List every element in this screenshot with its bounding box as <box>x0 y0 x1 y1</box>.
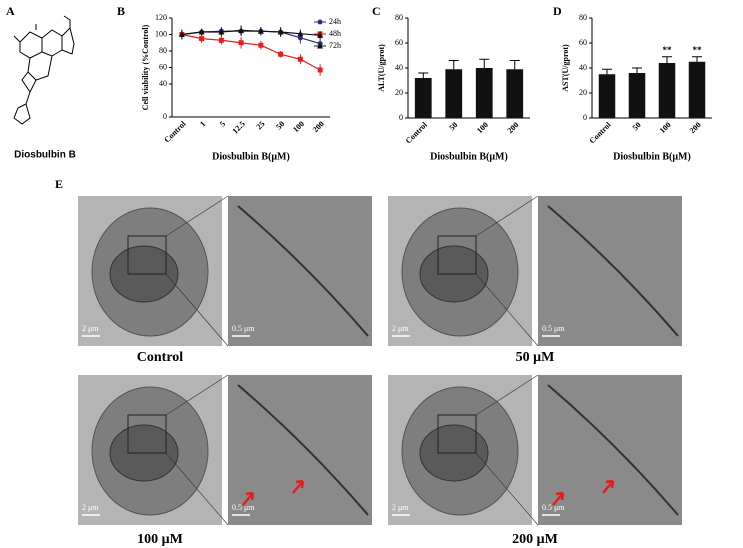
series-line <box>181 29 321 36</box>
marker <box>297 56 303 62</box>
marker <box>198 29 205 35</box>
bar <box>658 63 676 118</box>
bar <box>475 68 493 118</box>
compound-name: Diosbulbin B <box>14 150 76 161</box>
x-tick-label: 5 <box>218 119 227 128</box>
x-axis-label: Diosbulbin B(μM) <box>212 151 290 162</box>
zoom-line <box>165 374 229 416</box>
scale-label: 2 μm <box>82 324 99 333</box>
panel-label: D <box>553 4 562 18</box>
scale-label: 0.5 μm <box>542 324 565 333</box>
y-tick-label: 120 <box>155 13 167 22</box>
bar <box>598 74 616 118</box>
bar <box>414 78 432 118</box>
y-tick-label: 80 <box>579 13 587 22</box>
zoom-line <box>475 273 539 347</box>
zoom-box <box>127 414 167 454</box>
significance: ** <box>663 45 673 55</box>
scale-label: 0.5 μm <box>542 503 565 512</box>
scale-label: 2 μm <box>82 503 99 512</box>
y-tick-label: 20 <box>395 88 403 97</box>
y-tick-label: 40 <box>579 63 587 72</box>
y-tick-label: 40 <box>395 63 403 72</box>
x-tick-label: 1 <box>198 119 207 128</box>
y-tick-label: 0 <box>583 113 587 122</box>
series-line <box>181 33 321 71</box>
micrograph-caption: Control <box>137 350 184 365</box>
nuclear-envelope <box>547 205 679 337</box>
y-axis-label: ALT(U/gprot) <box>377 44 386 92</box>
arrow <box>602 479 615 494</box>
panel-label: E <box>55 177 63 191</box>
panel-label: C <box>372 4 381 18</box>
x-axis-label: Diosbulbin B(μM) <box>613 151 691 162</box>
zoom-box <box>437 414 477 454</box>
chemical-structure <box>13 15 75 125</box>
marker <box>199 36 205 42</box>
micrograph-caption: 50 μM <box>516 350 555 365</box>
y-axis-label: Cell viability (%Control) <box>141 24 150 110</box>
legend-label: 72h <box>329 41 341 50</box>
arrow <box>242 491 255 506</box>
zoom-line <box>475 374 539 416</box>
nuclear-envelope <box>237 384 369 516</box>
marker <box>317 32 324 38</box>
arrow <box>552 491 565 506</box>
zoom-line <box>165 452 229 526</box>
marker <box>258 42 264 48</box>
marker <box>277 29 284 35</box>
y-tick-label: 80 <box>159 46 167 55</box>
y-tick-label: 20 <box>579 88 587 97</box>
micrograph-zoom <box>538 196 682 346</box>
y-tick-label: 0 <box>163 112 167 121</box>
nuclear-envelope <box>547 384 679 516</box>
nuclear-envelope <box>237 205 369 337</box>
y-tick-label: 60 <box>579 38 587 47</box>
zoom-line <box>475 452 539 526</box>
zoom-line <box>165 273 229 347</box>
marker <box>218 29 225 35</box>
y-tick-label: 0 <box>399 113 403 122</box>
scale-label: 2 μm <box>392 503 409 512</box>
legend-marker <box>317 19 323 25</box>
micrograph-zoom <box>228 196 372 346</box>
bar <box>445 69 463 118</box>
zoom-box <box>127 235 167 275</box>
y-tick-label: 60 <box>395 38 403 47</box>
micrograph-caption: 200 μM <box>512 532 558 547</box>
marker <box>238 40 244 46</box>
zoom-line <box>165 195 229 237</box>
zoom-box <box>437 235 477 275</box>
scale-label: 0.5 μm <box>232 324 255 333</box>
bar <box>688 61 706 118</box>
x-axis-label: Diosbulbin B(μM) <box>430 151 508 162</box>
zoom-line <box>475 195 539 237</box>
marker <box>297 30 304 37</box>
bar <box>628 73 646 118</box>
marker <box>238 27 245 33</box>
micrograph-caption: 100 μM <box>137 532 183 547</box>
y-tick-label: 60 <box>159 62 167 71</box>
legend-label: 48h <box>329 29 341 38</box>
legend-marker <box>317 43 323 49</box>
scale-label: 2 μm <box>392 324 409 333</box>
panel-label: B <box>117 4 125 18</box>
bar <box>506 69 524 118</box>
y-tick-label: 40 <box>159 79 167 88</box>
marker <box>278 51 284 57</box>
y-tick-label: 100 <box>155 29 167 38</box>
panel-label: A <box>6 4 15 18</box>
marker <box>257 28 264 34</box>
marker <box>218 37 224 43</box>
y-axis-label: AST(U/gprot) <box>561 44 570 92</box>
arrow <box>292 479 305 494</box>
marker <box>317 67 323 73</box>
legend-label: 24h <box>329 17 341 26</box>
marker <box>178 31 185 37</box>
y-tick-label: 80 <box>395 13 403 22</box>
significance: ** <box>693 45 703 55</box>
scale-label: 0.5 μm <box>232 503 255 512</box>
